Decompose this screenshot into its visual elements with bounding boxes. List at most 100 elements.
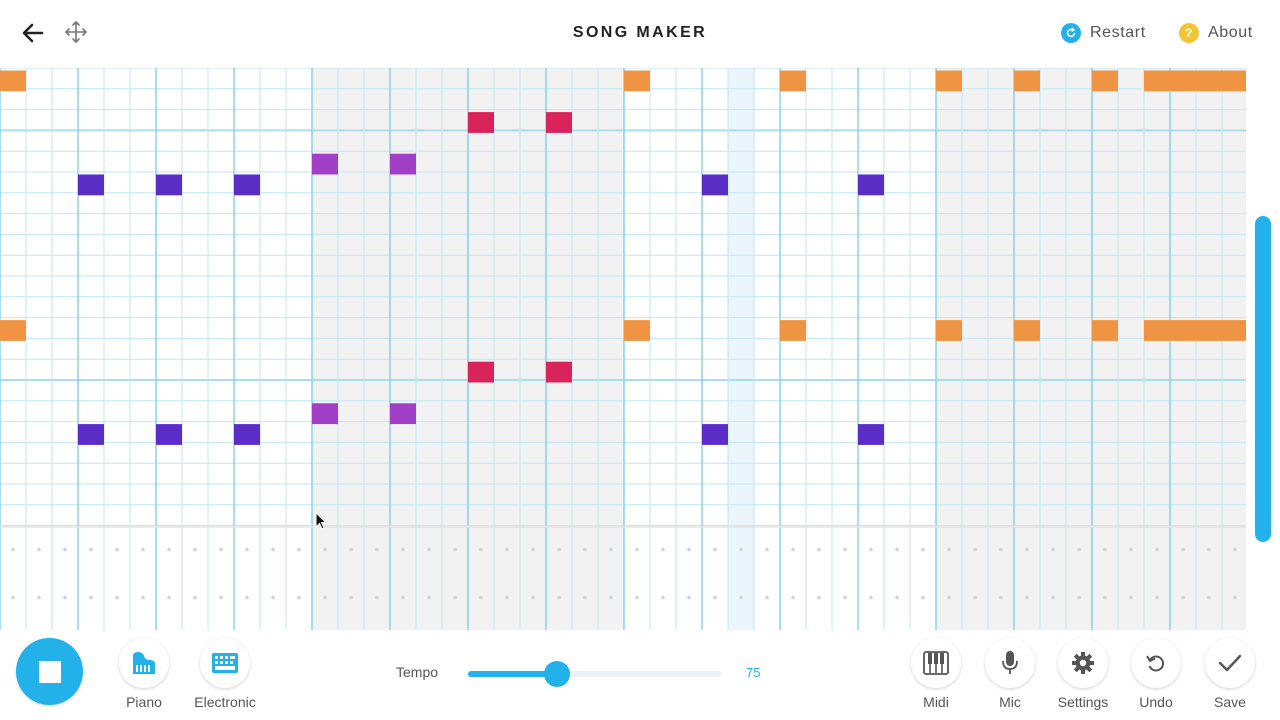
mic-label: Mic <box>999 694 1021 710</box>
note-block[interactable] <box>1170 70 1196 92</box>
note-block[interactable] <box>156 424 182 445</box>
note-block[interactable] <box>546 112 572 133</box>
note-grid[interactable] <box>0 68 1246 630</box>
percussion-dot <box>89 547 93 552</box>
note-block[interactable] <box>78 424 104 445</box>
percussion-dot <box>1025 595 1029 600</box>
percussion-dot <box>505 595 509 600</box>
note-block[interactable] <box>78 174 104 196</box>
percussion-dot <box>765 547 769 552</box>
percussion-dot <box>323 595 327 600</box>
save-label: Save <box>1214 694 1246 710</box>
restart-icon <box>1061 23 1081 43</box>
stop-icon <box>38 660 61 683</box>
mic-button[interactable]: Mic <box>970 638 1050 710</box>
settings-button[interactable]: Settings <box>1043 638 1123 710</box>
note-block[interactable] <box>624 70 650 92</box>
percussion-dot <box>323 547 327 552</box>
note-block[interactable] <box>0 320 26 341</box>
percussion-dot <box>1155 547 1159 552</box>
note-block[interactable] <box>858 424 884 445</box>
note-block[interactable] <box>234 174 260 196</box>
percussion-dot <box>11 595 15 600</box>
note-block[interactable] <box>1170 320 1196 341</box>
note-block[interactable] <box>780 320 806 341</box>
percussion-dot <box>375 547 379 552</box>
note-block[interactable] <box>1222 320 1246 341</box>
note-block[interactable] <box>1196 320 1222 341</box>
percussion-dot <box>297 595 301 600</box>
vertical-scroll-thumb[interactable] <box>1255 216 1271 542</box>
note-block[interactable] <box>390 153 416 175</box>
percussion-dot <box>63 595 67 600</box>
note-grid-canvas[interactable] <box>0 68 1246 630</box>
percussion-dot <box>453 547 457 552</box>
undo-button[interactable]: Undo <box>1116 638 1196 710</box>
percussion-dot <box>37 595 41 600</box>
note-block[interactable] <box>468 112 494 133</box>
percussion-dot <box>843 547 847 552</box>
note-block[interactable] <box>312 403 338 425</box>
percussion-dot <box>505 547 509 552</box>
note-block[interactable] <box>1222 70 1246 92</box>
midi-button[interactable]: Midi <box>896 638 976 710</box>
percussion-dot <box>531 547 535 552</box>
percussion-dot <box>661 547 665 552</box>
note-block[interactable] <box>234 424 260 445</box>
note-block[interactable] <box>312 153 338 175</box>
note-block[interactable] <box>1014 70 1040 92</box>
note-block[interactable] <box>702 174 728 196</box>
percussion-dot <box>869 595 873 600</box>
percussion-dot <box>583 547 587 552</box>
restart-button[interactable]: Restart <box>1061 20 1146 46</box>
midi-label: Midi <box>923 694 949 710</box>
percussion-dot <box>245 595 249 600</box>
percussion-dot <box>999 547 1003 552</box>
note-block[interactable] <box>936 70 962 92</box>
percussion-dot <box>479 547 483 552</box>
note-block[interactable] <box>0 70 26 92</box>
note-block[interactable] <box>780 70 806 92</box>
note-block[interactable] <box>624 320 650 341</box>
percussion-dot <box>115 547 119 552</box>
save-button[interactable]: Save <box>1190 638 1270 710</box>
percussion-dot <box>219 595 223 600</box>
stop-button[interactable] <box>16 638 83 705</box>
tempo-slider[interactable] <box>468 661 722 687</box>
percussion-dot <box>583 595 587 600</box>
undo-label: Undo <box>1139 694 1173 710</box>
note-block[interactable] <box>1092 320 1118 341</box>
percussion-dot <box>921 595 925 600</box>
note-block[interactable] <box>1144 320 1170 341</box>
note-block[interactable] <box>468 361 494 383</box>
mouse-pointer-icon <box>315 512 328 530</box>
piano-instrument-label: Piano <box>126 694 162 710</box>
note-block[interactable] <box>546 361 572 383</box>
note-block[interactable] <box>1014 320 1040 341</box>
percussion-dot <box>921 547 925 552</box>
note-block[interactable] <box>1196 70 1222 92</box>
percussion-dot <box>1181 547 1185 552</box>
note-block[interactable] <box>1144 70 1170 92</box>
electronic-instrument-button[interactable]: Electronic <box>185 638 265 710</box>
percussion-dot <box>947 547 951 552</box>
move-button[interactable] <box>58 14 94 50</box>
question-mark-icon: ? <box>1179 23 1199 43</box>
note-block[interactable] <box>156 174 182 196</box>
percussion-dot <box>1207 547 1211 552</box>
tempo-slider-knob[interactable] <box>543 661 570 687</box>
percussion-dot <box>609 547 613 552</box>
note-block[interactable] <box>702 424 728 445</box>
percussion-dot <box>245 547 249 552</box>
note-block[interactable] <box>1092 70 1118 92</box>
about-button[interactable]: ? About <box>1179 20 1253 46</box>
note-block[interactable] <box>390 403 416 425</box>
percussion-dot <box>843 595 847 600</box>
piano-keys-icon <box>911 638 961 688</box>
note-block[interactable] <box>858 174 884 196</box>
back-button[interactable] <box>14 14 52 52</box>
checkmark-icon <box>1205 638 1255 688</box>
drum-machine-icon <box>200 638 250 688</box>
piano-instrument-button[interactable]: Piano <box>104 638 184 710</box>
note-block[interactable] <box>936 320 962 341</box>
